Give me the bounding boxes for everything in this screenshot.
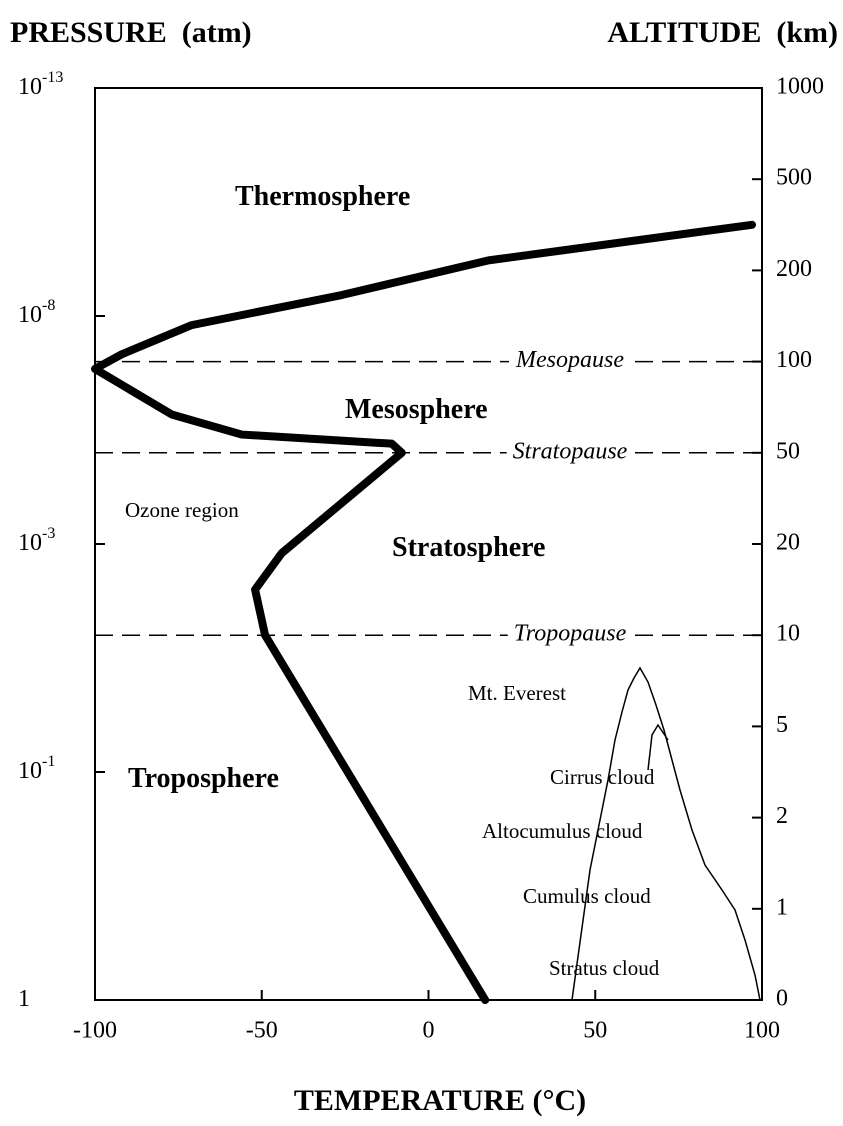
y2-tick-label: 10 — [776, 621, 800, 647]
boundary-label: Tropopause — [514, 621, 627, 647]
annotation: Cumulus cloud — [523, 884, 651, 908]
y2-tick-label: 50 — [776, 438, 800, 464]
label-bg — [506, 438, 634, 465]
x-tick-label: 50 — [583, 1018, 607, 1044]
left-axis-label: PRESSURE (atm) — [10, 16, 252, 49]
annotation: Altocumulus cloud — [482, 819, 643, 843]
y2-tick-label: 500 — [776, 165, 812, 191]
tick-base: 10 — [18, 758, 42, 784]
y2-tick-label: 1 — [776, 894, 788, 920]
x-tick-label: -100 — [73, 1018, 117, 1044]
x-tick-label: 0 — [423, 1018, 435, 1044]
y-tick-label: 1 — [18, 986, 30, 1012]
y2-tick-label: 0 — [776, 986, 788, 1012]
x-tick-label: 100 — [744, 1018, 780, 1044]
label-bg — [509, 347, 631, 374]
label-bg — [507, 620, 633, 647]
mountain-detail — [647, 723, 669, 771]
tick-base: 1 — [18, 986, 30, 1012]
y-tick-label: 10-8 — [18, 297, 55, 328]
tick-exponent: -1 — [42, 753, 55, 770]
region-label: Thermosphere — [235, 181, 410, 212]
y2-tick-label: 5 — [776, 712, 788, 738]
annotation: Mt. Everest — [468, 681, 566, 705]
y-tick-label: 10-1 — [18, 753, 55, 784]
region-label: Troposphere — [128, 763, 279, 794]
boundary-label: Mesopause — [515, 347, 624, 373]
x-axis-label: TEMPERATURE (°C) — [294, 1084, 586, 1117]
boundary-label: Stratopause — [513, 438, 628, 464]
tick-base: 10 — [18, 74, 42, 100]
temperature-curve — [91, 220, 756, 1004]
annotation: Cirrus cloud — [550, 765, 655, 789]
y-tick-label: 10-13 — [18, 69, 63, 100]
tick-exponent: -3 — [42, 525, 55, 542]
y-tick-label: 10-3 — [18, 525, 55, 556]
y2-tick-label: 2 — [776, 803, 788, 829]
y2-tick-label: 200 — [776, 256, 812, 282]
tick-exponent: -8 — [42, 297, 55, 314]
y2-tick-label: 20 — [776, 530, 800, 556]
mountain — [571, 666, 761, 1001]
x-tick-label: -50 — [246, 1018, 278, 1044]
annotation: Ozone region — [125, 498, 239, 522]
region-label: Stratosphere — [392, 532, 545, 563]
y2-tick-label: 100 — [776, 347, 812, 373]
right-axis-label: ALTITUDE (km) — [607, 16, 838, 49]
annotation: Stratus cloud — [549, 956, 660, 980]
y2-tick-label: 1000 — [776, 74, 824, 100]
tick-base: 10 — [18, 302, 42, 328]
region-label: Mesosphere — [345, 394, 488, 425]
tick-exponent: -13 — [42, 69, 63, 86]
tick-base: 10 — [18, 530, 42, 556]
